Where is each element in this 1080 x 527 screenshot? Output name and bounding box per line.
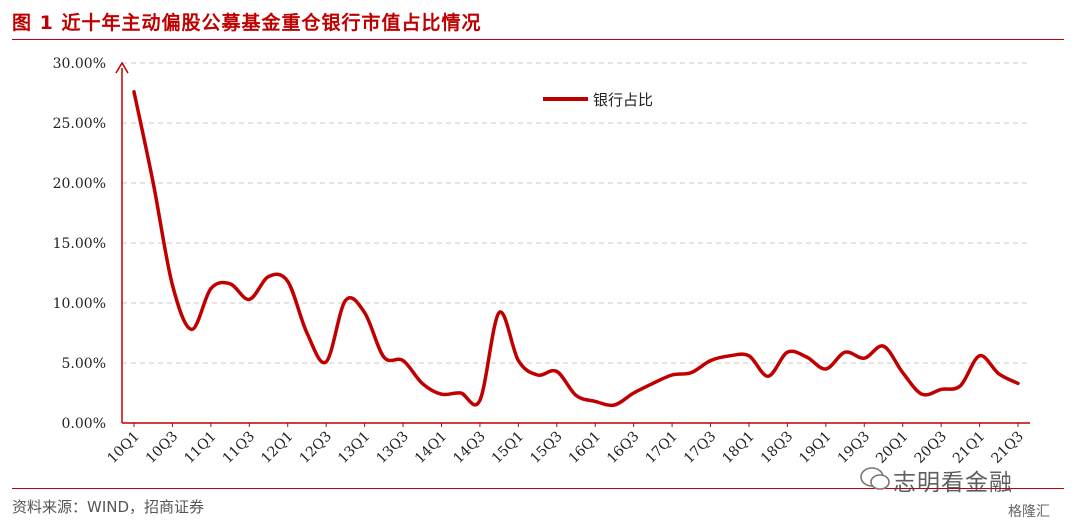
legend-label: 银行占比 [593, 91, 653, 109]
watermark-text: 志明看金融 [893, 470, 1013, 496]
title-divider [12, 39, 1064, 40]
y-tick-label: 0.00% [62, 416, 106, 432]
source-note: 资料来源：WIND，招商证券 [12, 498, 205, 516]
gridlines [122, 62, 1030, 364]
y-tick-label: 30.00% [53, 56, 106, 72]
series-line-bank-share [132, 90, 1020, 408]
x-tick-label: 19Q3 [835, 429, 873, 467]
wechat-icon [860, 467, 890, 490]
x-tick-label: 14Q1 [412, 429, 450, 467]
y-tick-label: 20.00% [53, 176, 106, 192]
x-tick-label: 10Q1 [105, 429, 143, 467]
x-tick-label: 18Q1 [719, 429, 757, 467]
x-tick-label: 12Q3 [297, 429, 335, 467]
y-tick-label: 15.00% [53, 236, 106, 252]
x-tick-label: 10Q3 [143, 429, 181, 467]
x-tick-label: 18Q3 [758, 429, 796, 467]
chart-title: 图 1 近十年主动偏股公募基金重仓银行市值占比情况 [12, 12, 482, 34]
x-axis-ticks: 10Q1 10Q3 11Q1 11Q3 12Q1 12Q3 13Q1 13Q3 14Q1 14Q3… [105, 423, 1027, 467]
x-tick-label: 15Q3 [527, 429, 565, 467]
y-axis-ticks: 0.00% 5.00% 10.00% 15.00% 20.00% 25.00% 30.00% [53, 56, 106, 432]
x-tick-label: 15Q1 [489, 429, 527, 467]
line-chart: 0.00% 5.00% 10.00% 15.00% 20.00% 25.00% 30.00%… [53, 56, 1030, 467]
x-tick-label: 17Q1 [643, 429, 681, 467]
x-tick-label: 16Q1 [566, 429, 604, 467]
x-tick-label: 17Q3 [681, 429, 719, 467]
x-tick-label: 21Q3 [989, 429, 1027, 467]
x-tick-label: 21Q1 [950, 429, 988, 467]
y-tick-label: 10.00% [53, 296, 106, 312]
legend: 银行占比 [543, 91, 653, 109]
footer-divider [12, 488, 1064, 489]
x-tick-label: 13Q3 [374, 429, 412, 467]
y-tick-label: 25.00% [53, 116, 106, 132]
x-tick-label: 12Q1 [258, 429, 296, 467]
x-tick-label: 11Q3 [220, 429, 258, 467]
series-group [132, 90, 1020, 408]
x-tick-label: 20Q1 [873, 429, 911, 467]
x-tick-label: 19Q1 [796, 429, 834, 467]
y-axis-arrow [115, 61, 129, 74]
axes [115, 61, 1030, 424]
x-tick-label: 20Q3 [912, 429, 950, 467]
x-tick-label: 16Q3 [604, 429, 642, 467]
watermark-brand: 格隆汇 [1008, 504, 1050, 520]
y-tick-label: 5.00% [62, 356, 106, 372]
x-tick-label: 11Q1 [181, 429, 219, 467]
x-tick-label: 13Q1 [335, 429, 373, 467]
x-tick-label: 14Q3 [450, 429, 488, 467]
